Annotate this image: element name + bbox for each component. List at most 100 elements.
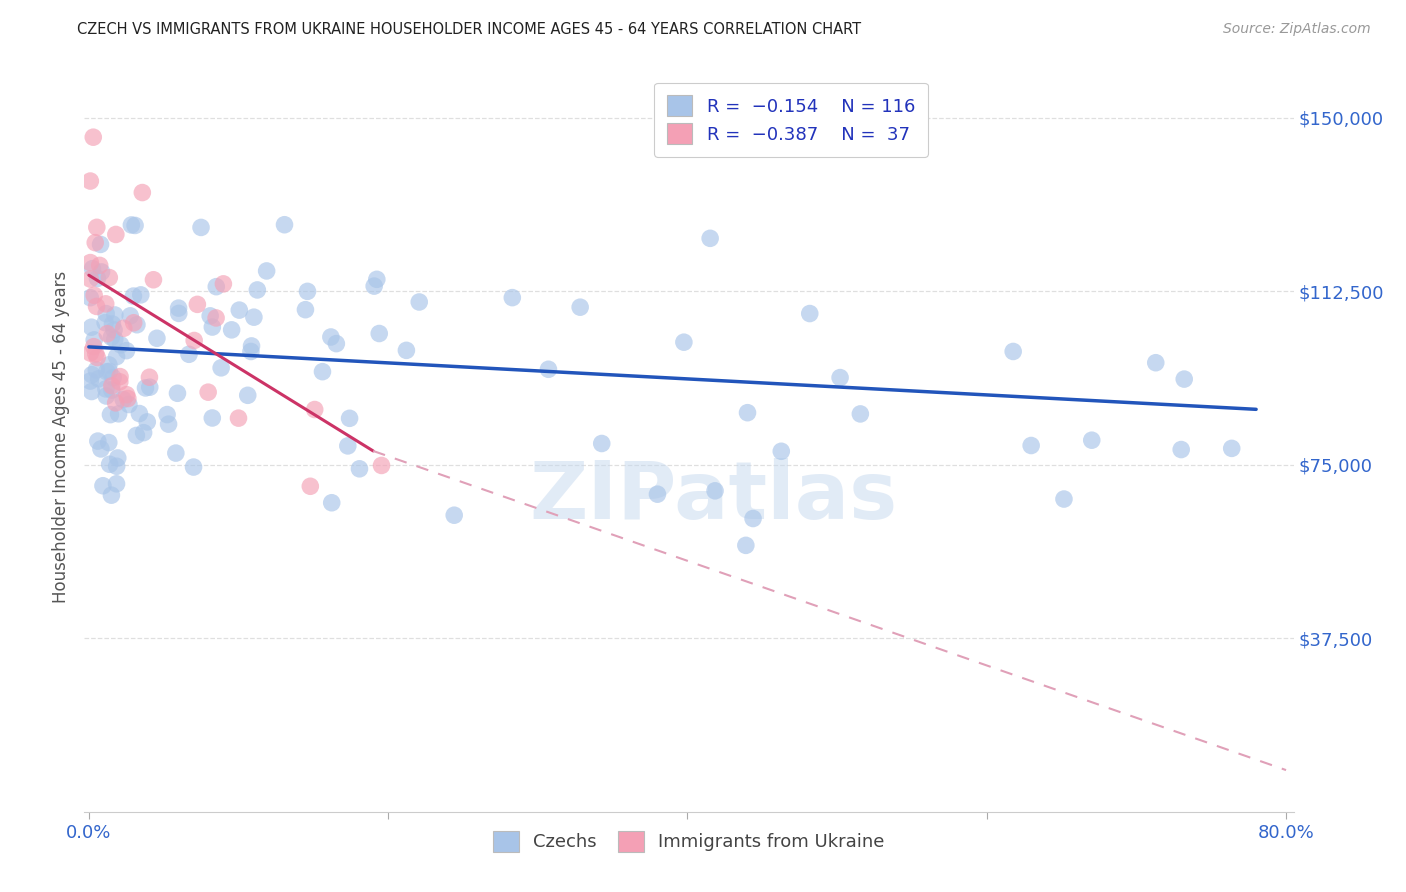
Point	[82, 261, 104, 276]
Point	[1170, 442, 1192, 457]
Point	[87, 372, 110, 386]
Point	[366, 272, 388, 286]
Point	[138, 370, 160, 384]
Point	[110, 338, 132, 352]
Point	[349, 462, 371, 476]
Point	[107, 450, 129, 465]
Point	[849, 407, 872, 421]
Point	[198, 309, 221, 323]
Point	[299, 479, 322, 493]
Point	[94, 297, 117, 311]
Point	[82, 130, 104, 145]
Point	[139, 380, 162, 394]
Point	[704, 483, 727, 498]
Point	[90, 265, 112, 279]
Point	[105, 350, 128, 364]
Point	[672, 335, 695, 350]
Point	[1080, 434, 1102, 448]
Point	[122, 289, 145, 303]
Point	[177, 347, 200, 361]
Point	[321, 496, 343, 510]
Point	[136, 415, 159, 429]
Point	[112, 392, 135, 407]
Point	[104, 332, 127, 346]
Point	[97, 435, 120, 450]
Point	[104, 396, 127, 410]
Point	[120, 218, 142, 232]
Point	[118, 397, 141, 411]
Point	[125, 428, 148, 442]
Text: Source: ZipAtlas.com: Source: ZipAtlas.com	[1223, 22, 1371, 37]
Point	[221, 323, 243, 337]
Point	[201, 411, 224, 425]
Text: CZECH VS IMMIGRANTS FROM UKRAINE HOUSEHOLDER INCOME AGES 45 - 64 YEARS CORRELATI: CZECH VS IMMIGRANTS FROM UKRAINE HOUSEHO…	[77, 22, 862, 37]
Point	[190, 220, 212, 235]
Point	[1053, 491, 1076, 506]
Point	[830, 370, 852, 384]
Point	[100, 330, 122, 344]
Point	[94, 382, 117, 396]
Point	[319, 330, 342, 344]
Point	[86, 300, 108, 314]
Point	[105, 476, 128, 491]
Point	[370, 458, 392, 473]
Point	[83, 288, 105, 302]
Point	[98, 457, 121, 471]
Point	[100, 488, 122, 502]
Point	[98, 270, 121, 285]
Point	[1220, 442, 1243, 456]
Point	[90, 237, 112, 252]
Point	[363, 279, 385, 293]
Point	[197, 385, 219, 400]
Point	[243, 310, 266, 325]
Point	[96, 389, 118, 403]
Point	[165, 446, 187, 460]
Point	[183, 460, 205, 475]
Point	[101, 317, 124, 331]
Point	[107, 407, 129, 421]
Point	[134, 381, 156, 395]
Point	[89, 259, 111, 273]
Point	[228, 303, 250, 318]
Point	[94, 316, 117, 330]
Text: ZIPatlas: ZIPatlas	[529, 458, 897, 536]
Point	[104, 227, 127, 242]
Point	[336, 439, 359, 453]
Point	[201, 320, 224, 334]
Point	[647, 487, 669, 501]
Point	[142, 273, 165, 287]
Point	[101, 383, 124, 397]
Point	[205, 279, 228, 293]
Point	[124, 219, 146, 233]
Point	[117, 392, 139, 406]
Point	[79, 374, 101, 388]
Point	[83, 333, 105, 347]
Point	[84, 235, 107, 250]
Point	[256, 264, 278, 278]
Point	[87, 434, 110, 448]
Point	[537, 362, 560, 376]
Point	[79, 346, 101, 360]
Point	[737, 406, 759, 420]
Point	[1019, 438, 1042, 452]
Point	[273, 218, 295, 232]
Point	[236, 388, 259, 402]
Point	[294, 302, 316, 317]
Point	[209, 360, 232, 375]
Point	[79, 291, 101, 305]
Point	[128, 407, 150, 421]
Point	[734, 538, 756, 552]
Point	[96, 365, 118, 379]
Point	[228, 411, 250, 425]
Point	[297, 285, 319, 299]
Point	[311, 365, 333, 379]
Point	[90, 442, 112, 456]
Y-axis label: Householder Income Ages 45 - 64 years: Householder Income Ages 45 - 64 years	[52, 271, 70, 603]
Point	[166, 386, 188, 401]
Point	[395, 343, 418, 358]
Point	[239, 344, 262, 359]
Point	[443, 508, 465, 523]
Point	[339, 411, 361, 425]
Point	[167, 306, 190, 320]
Point	[304, 402, 326, 417]
